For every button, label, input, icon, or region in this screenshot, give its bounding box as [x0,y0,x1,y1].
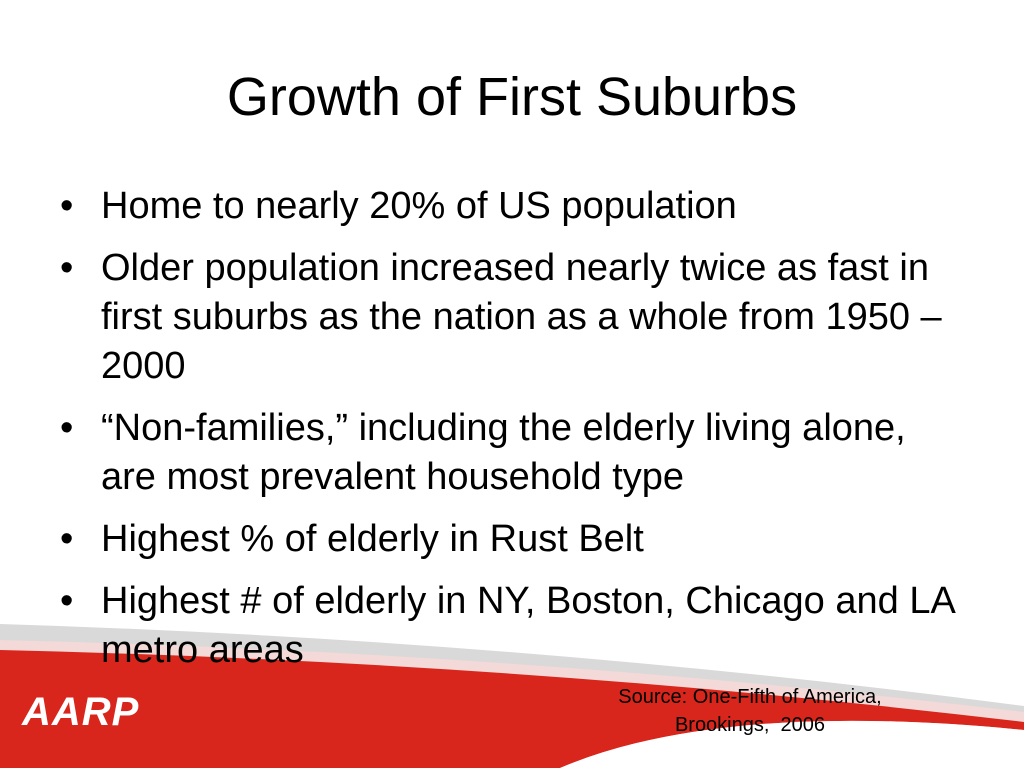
slide-title: Growth of First Suburbs [226,67,798,127]
bullet-list: Home to nearly 20% of US population Older… [56,182,961,688]
bullet-item: Home to nearly 20% of US population [56,182,961,231]
bullet-item: Highest % of elderly in Rust Belt [56,515,961,564]
bullet-item: Highest # of elderly in NY, Boston, Chic… [56,577,961,675]
white-swoosh [560,720,1024,768]
source-note: Source: One-Fifth of America, Brookings,… [560,683,940,739]
bullet-item: Older population increased nearly twice … [56,244,961,391]
source-line: Brookings, 2006 [674,714,826,736]
logo: AARP [22,690,140,734]
red-band [0,650,1024,768]
source-line: Source: One-Fifth of America, [618,686,882,708]
bullet-item: “Non-families,” including the elderly li… [56,404,961,502]
